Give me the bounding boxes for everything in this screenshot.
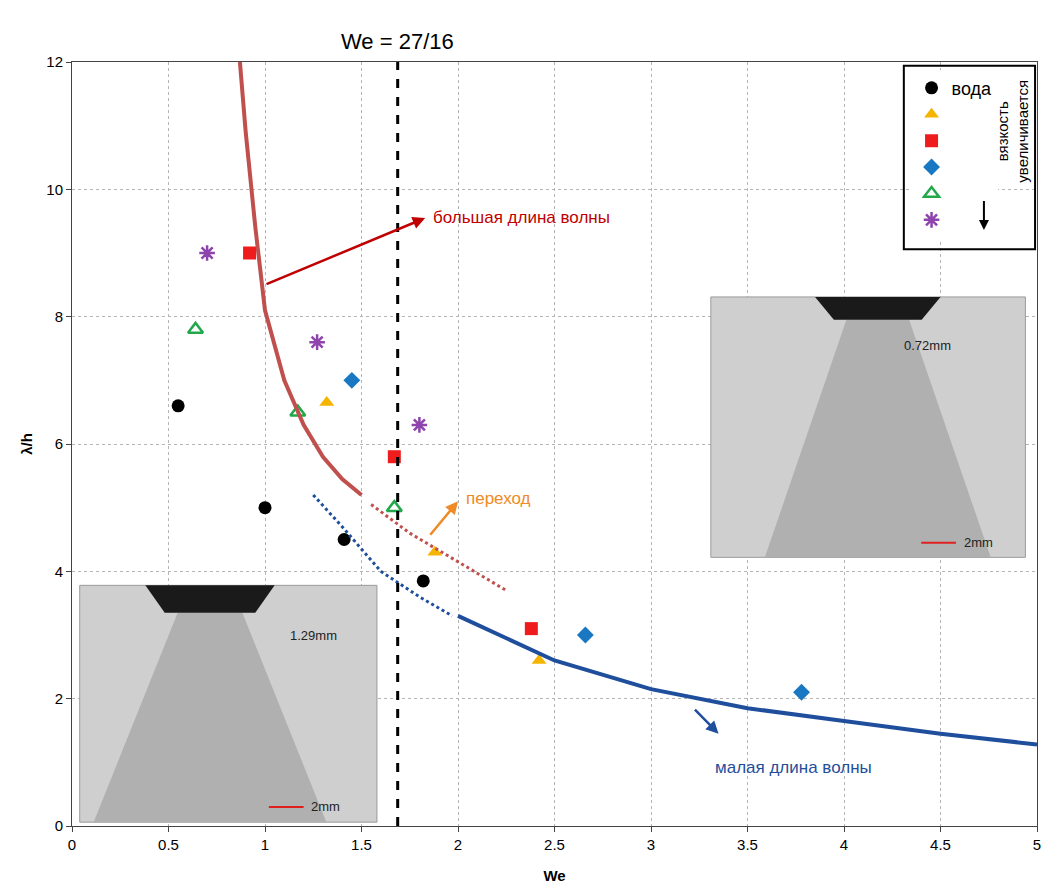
svg-text:3.5: 3.5 (737, 836, 758, 853)
svg-text:малая длина волны: малая длина волны (715, 758, 872, 777)
svg-text:переход: переход (466, 489, 531, 508)
svg-text:4: 4 (840, 836, 848, 853)
svg-text:большая длина волны: большая длина волны (433, 208, 610, 227)
svg-text:2.5: 2.5 (544, 836, 565, 853)
svg-text:We: We (543, 867, 565, 884)
svg-text:0: 0 (68, 836, 76, 853)
svg-text:6: 6 (55, 435, 63, 452)
svg-text:0.5: 0.5 (158, 836, 179, 853)
svg-text:2mm: 2mm (964, 535, 993, 550)
svg-text:12: 12 (46, 53, 63, 70)
svg-text:We = 27/16: We = 27/16 (341, 29, 454, 54)
svg-text:2: 2 (454, 836, 462, 853)
svg-text:0.72mm: 0.72mm (904, 338, 951, 353)
svg-text:8: 8 (55, 308, 63, 325)
svg-text:4: 4 (55, 563, 63, 580)
svg-text:вязкостьувеличивается: вязкостьувеличивается (994, 80, 1031, 183)
svg-text:0: 0 (55, 817, 63, 834)
svg-text:1.29mm: 1.29mm (290, 628, 337, 643)
svg-text:1: 1 (261, 836, 269, 853)
svg-text:4.5: 4.5 (930, 836, 951, 853)
svg-text:5: 5 (1033, 836, 1041, 853)
svg-text:2: 2 (55, 690, 63, 707)
svg-text:1.5: 1.5 (351, 836, 372, 853)
svg-text:10: 10 (46, 181, 63, 198)
svg-text:вода: вода (952, 79, 992, 99)
svg-text:2mm: 2mm (311, 799, 340, 814)
svg-text:3: 3 (647, 836, 655, 853)
svg-text:λ/h: λ/h (18, 433, 35, 455)
